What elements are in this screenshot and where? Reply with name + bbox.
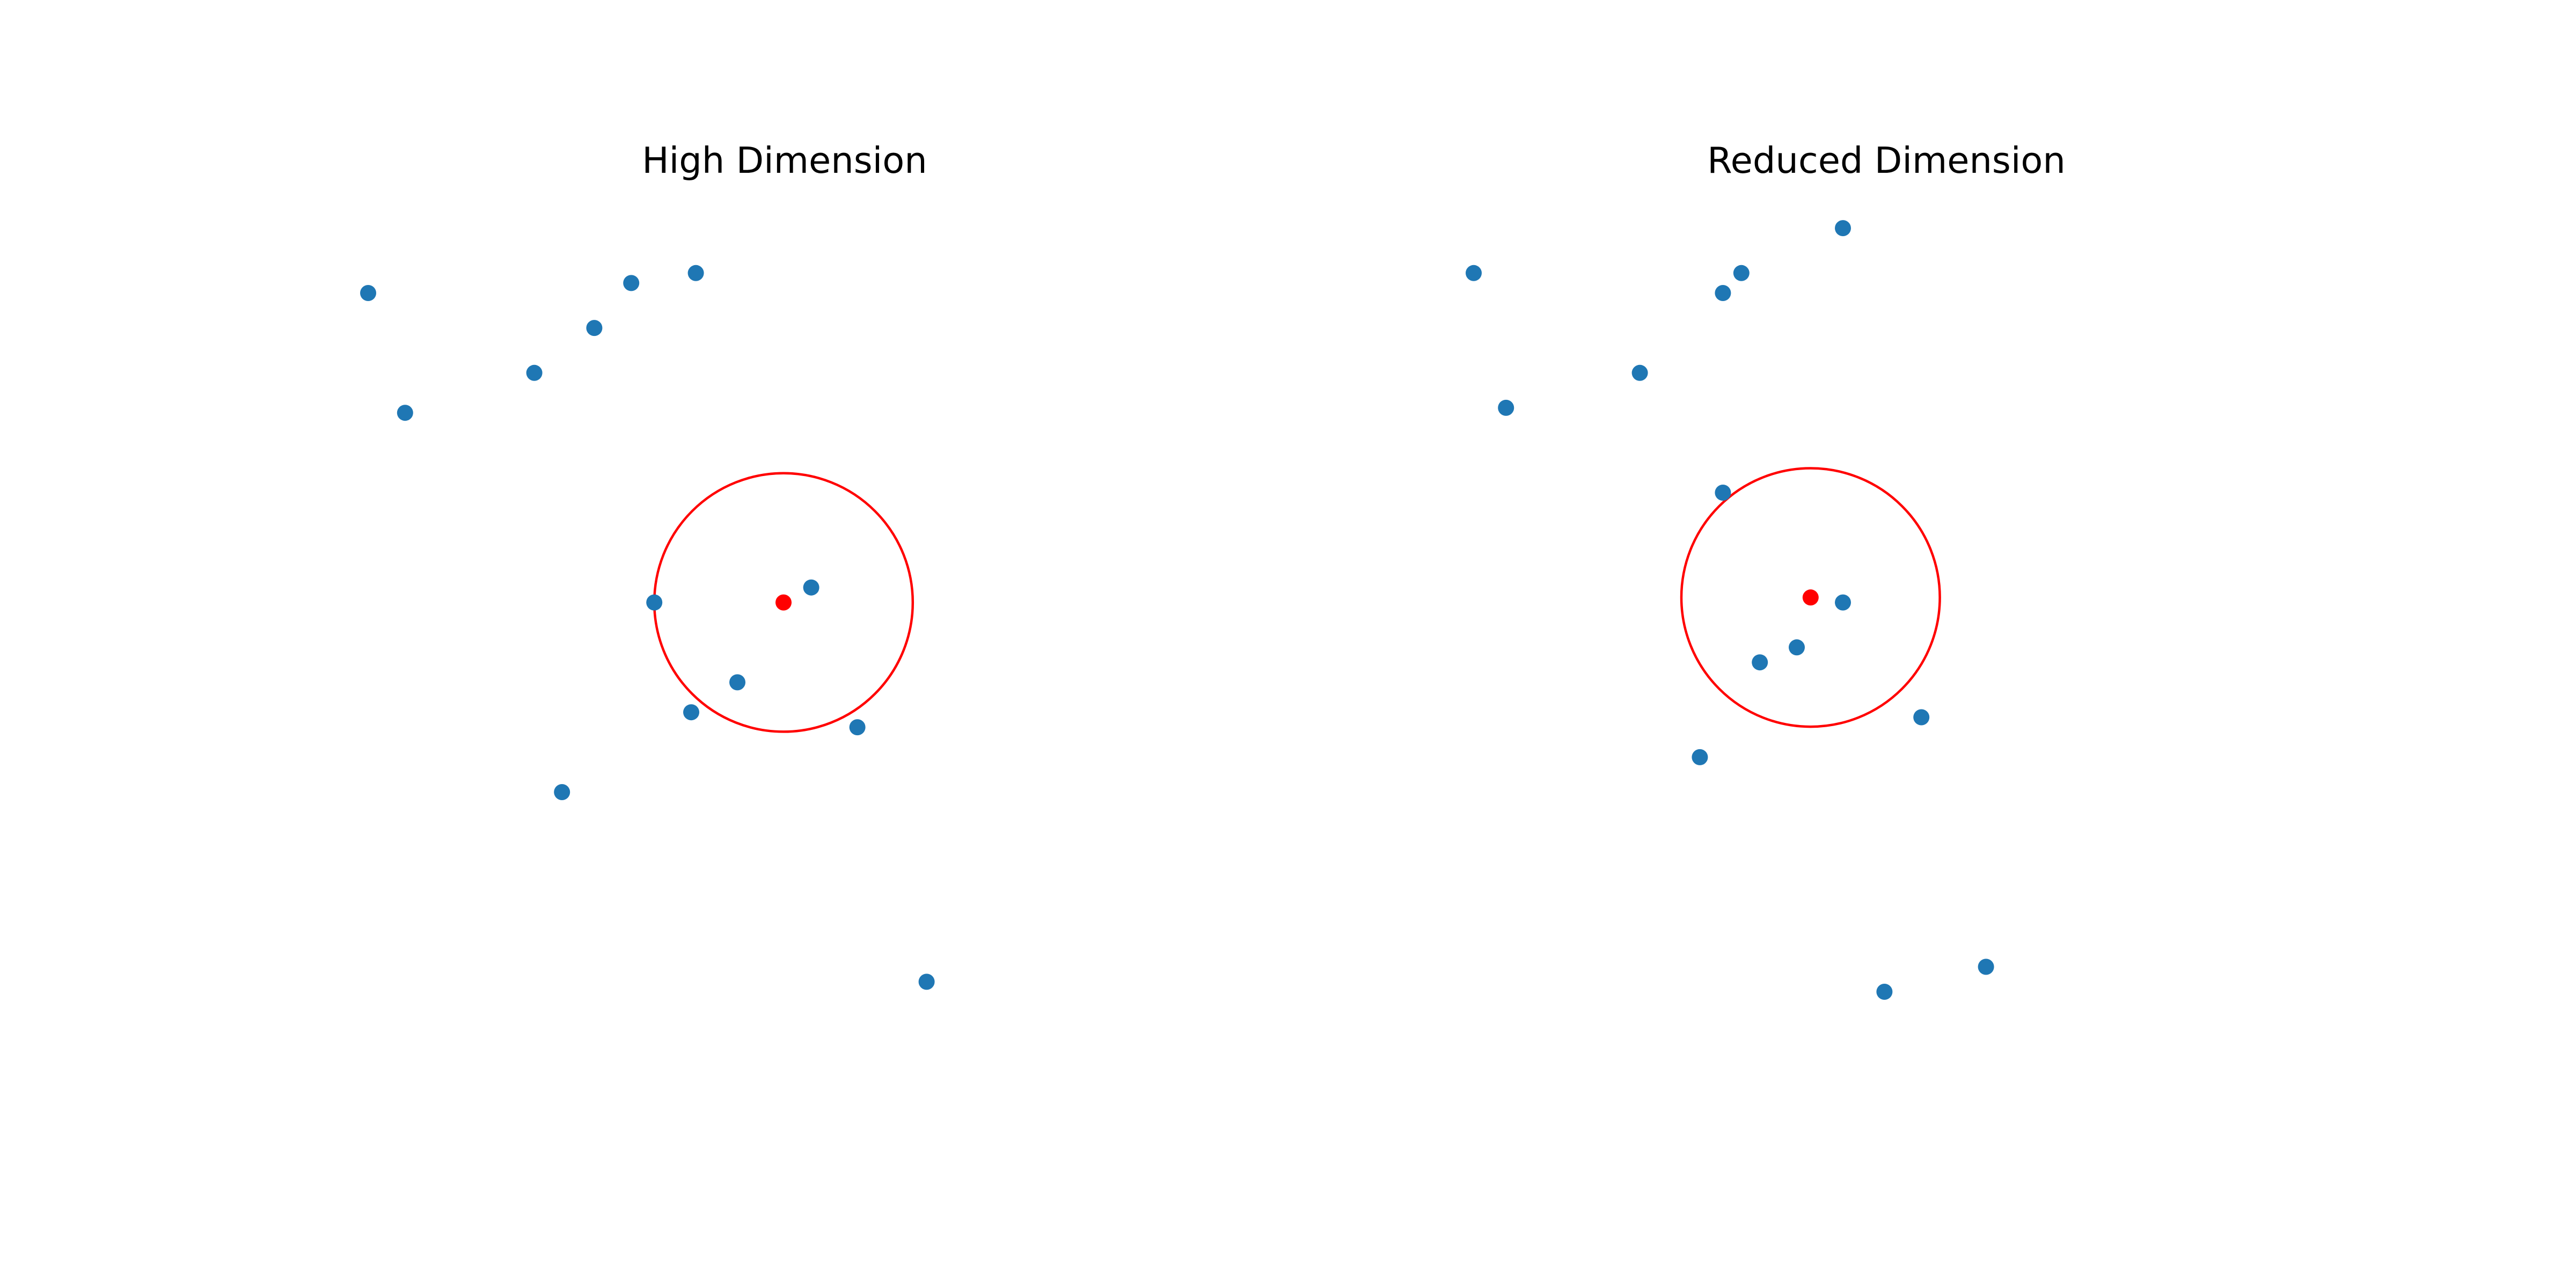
high-dimension-point-9 — [683, 704, 699, 721]
reduced-dimension-query-point — [1802, 589, 1819, 606]
reduced-dimension-point-11 — [1913, 709, 1930, 726]
reduced-dimension-point-3 — [1631, 364, 1648, 381]
reduced-dimension-point-8 — [1835, 594, 1851, 611]
high-dimension-point-3 — [526, 364, 543, 381]
panel-title-high-dimension: High Dimension — [642, 140, 927, 181]
panel-reduced-dimension: Reduced Dimension — [1466, 140, 2066, 1000]
reduced-dimension-point-9 — [1752, 654, 1768, 671]
high-dimension-point-4 — [586, 320, 603, 336]
reduced-dimension-point-10 — [1789, 639, 1805, 656]
high-dimension-point-6 — [687, 265, 704, 281]
high-dimension-point-12 — [554, 784, 570, 800]
high-dimension-point-2 — [397, 405, 413, 421]
reduced-dimension-point-4 — [1715, 285, 1731, 301]
reduced-dimension-point-1 — [1466, 265, 1482, 281]
reduced-dimension-point-5 — [1733, 265, 1750, 281]
reduced-dimension-radius-circle — [1680, 467, 1941, 728]
panel-high-dimension: High Dimension — [360, 140, 935, 990]
high-dimension-point-7 — [646, 594, 663, 611]
reduced-dimension-point-6 — [1835, 220, 1851, 237]
reduced-dimension-point-2 — [1498, 399, 1514, 416]
high-dimension-point-5 — [623, 275, 640, 291]
reduced-dimension-marks — [1466, 220, 1994, 1000]
high-dimension-point-11 — [849, 719, 866, 736]
reduced-dimension-point-7 — [1715, 485, 1731, 501]
high-dimension-point-8 — [803, 579, 819, 596]
high-dimension-point-1 — [360, 285, 376, 301]
high-dimension-marks — [360, 265, 935, 990]
high-dimension-point-13 — [918, 974, 935, 990]
reduced-dimension-point-14 — [1978, 958, 1994, 975]
high-dimension-point-10 — [729, 674, 745, 691]
reduced-dimension-point-13 — [1876, 984, 1893, 1000]
panel-title-reduced-dimension: Reduced Dimension — [1707, 140, 2066, 181]
reduced-dimension-point-12 — [1692, 749, 1708, 765]
high-dimension-query-point — [775, 594, 792, 611]
